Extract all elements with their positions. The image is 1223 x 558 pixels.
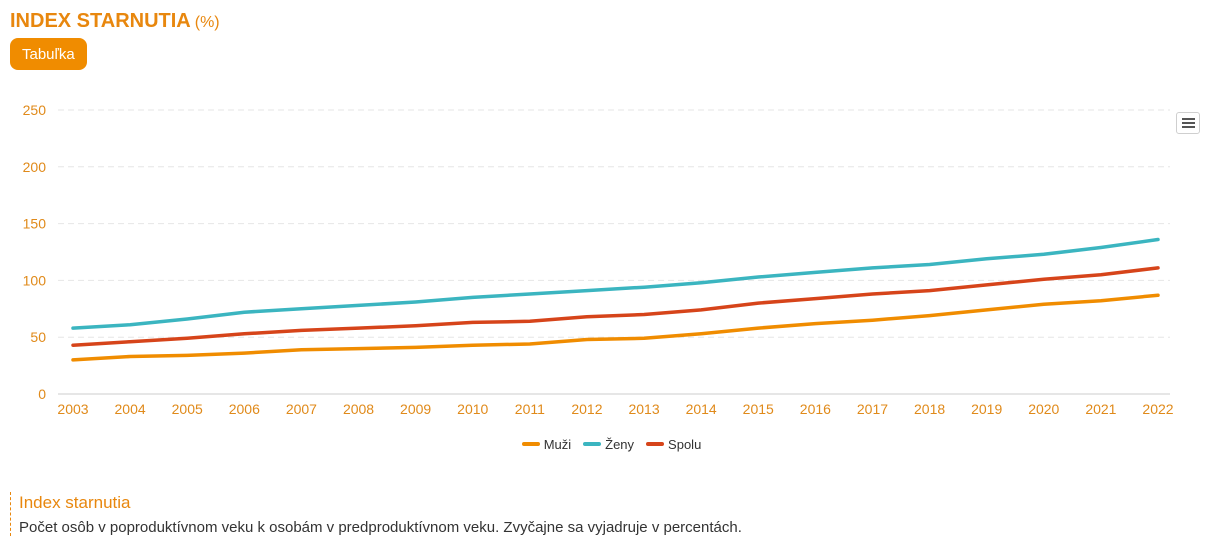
series-line-Spolu xyxy=(71,266,1160,347)
legend-item-Spolu[interactable]: Spolu xyxy=(646,437,701,452)
chart-series xyxy=(71,237,1160,362)
legend-label: Ženy xyxy=(605,436,635,452)
x-tick-label: 2019 xyxy=(971,401,1002,417)
menu-icon-bar xyxy=(1182,122,1195,124)
legend-item-Ženy[interactable]: Ženy xyxy=(583,437,634,452)
x-tick-label: 2021 xyxy=(1085,401,1116,417)
legend-swatch xyxy=(521,442,540,446)
chart-title-unit: (%) xyxy=(194,14,220,31)
y-tick-label: 50 xyxy=(30,329,46,345)
x-tick-label: 2020 xyxy=(1028,401,1059,417)
x-tick-label: 2022 xyxy=(1142,401,1173,417)
x-tick-label: 2017 xyxy=(857,401,888,417)
menu-icon-bar xyxy=(1182,118,1195,120)
x-tick-label: 2014 xyxy=(686,401,717,417)
table-button[interactable]: Tabuľka xyxy=(10,38,87,70)
legend-swatch xyxy=(646,442,665,446)
x-tick-label: 2018 xyxy=(914,401,945,417)
x-axis-ticks: 2003 2004 2005 2006 2007 2008 2009 2010 2011 2012… xyxy=(57,401,1173,417)
definition-title: Index starnutia xyxy=(19,493,131,512)
series-line-Muži xyxy=(71,293,1160,362)
chart-title-text: INDEX STARNUTIA xyxy=(10,10,191,32)
series-line-Ženy xyxy=(71,237,1160,330)
x-tick-label: 2016 xyxy=(800,401,831,417)
chart-grid xyxy=(58,109,1170,395)
x-tick-label: 2011 xyxy=(515,401,545,417)
x-tick-label: 2009 xyxy=(400,401,431,417)
x-tick-label: 2007 xyxy=(286,401,317,417)
chart-legend: Muži Ženy Spolu xyxy=(0,434,1223,452)
legend-swatch xyxy=(583,442,602,446)
x-tick-label: 2010 xyxy=(457,401,488,417)
y-tick-label: 0 xyxy=(38,386,46,402)
x-tick-label: 2005 xyxy=(172,401,203,417)
chart-menu-button[interactable] xyxy=(1176,112,1200,134)
definition-text: Počet osôb v poproduktívnom veku k osobá… xyxy=(19,519,742,536)
definition-note: Index starnutia Počet osôb v poproduktív… xyxy=(10,492,742,536)
x-tick-label: 2006 xyxy=(229,401,260,417)
y-tick-label: 250 xyxy=(23,102,47,118)
y-tick-label: 100 xyxy=(23,272,47,288)
x-tick-label: 2008 xyxy=(343,401,374,417)
x-tick-label: 2004 xyxy=(115,401,146,417)
menu-icon-bar xyxy=(1182,126,1195,128)
y-tick-label: 150 xyxy=(23,216,47,232)
legend-label: Spolu xyxy=(668,436,702,452)
y-tick-label: 200 xyxy=(23,159,47,175)
x-tick-label: 2015 xyxy=(743,401,774,417)
x-tick-label: 2013 xyxy=(628,401,659,417)
line-chart: 0 50 100 150 200 250 2003 2004 2005 2006 2007 2008… xyxy=(23,102,1174,417)
legend-item-Muži[interactable]: Muži xyxy=(521,436,572,452)
legend-label: Muži xyxy=(543,436,572,452)
x-tick-label: 2003 xyxy=(57,401,88,417)
chart-title: INDEX STARNUTIA (%) xyxy=(10,10,220,33)
x-tick-label: 2012 xyxy=(571,401,602,417)
y-axis-ticks: 0 50 100 150 200 250 xyxy=(23,102,47,402)
